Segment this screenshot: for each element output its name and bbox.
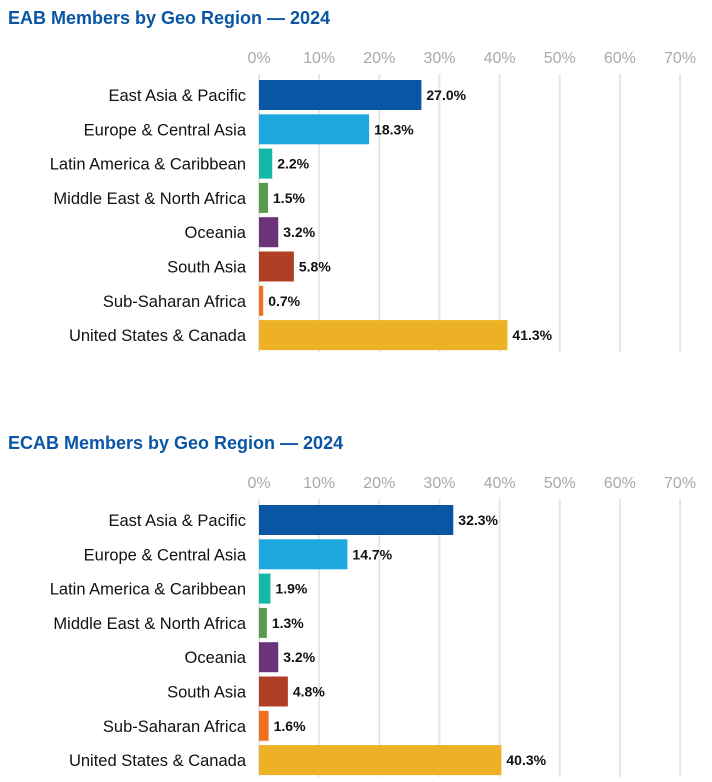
data-label: 14.7% [352, 546, 392, 562]
category-label: South Asia [167, 259, 247, 277]
bar [259, 607, 267, 638]
data-label: 1.9% [275, 581, 307, 597]
category-label: Oceania [185, 649, 247, 667]
data-label: 40.3% [506, 752, 546, 768]
bar [259, 320, 508, 351]
data-label: 1.3% [272, 615, 304, 631]
category-label: Sub-Saharan Africa [103, 293, 247, 311]
data-label: 41.3% [512, 327, 552, 343]
x-tick-label: 30% [423, 475, 455, 492]
data-label: 27.0% [426, 87, 466, 103]
data-label: 1.5% [273, 190, 305, 206]
data-label: 3.2% [283, 649, 315, 665]
x-tick-label: 40% [484, 475, 516, 492]
bar [259, 505, 454, 535]
chart-2: ECAB Members by Geo Region — 2024 0% 10% 20… [8, 433, 696, 777]
category-label: Europe & Central Asia [84, 546, 247, 564]
bar [259, 745, 502, 776]
data-label: 18.3% [374, 121, 414, 137]
bar [259, 148, 273, 179]
bar [259, 217, 279, 248]
data-label: 2.2% [277, 156, 309, 172]
category-label: Europe & Central Asia [84, 121, 247, 139]
x-tick-label: 60% [604, 50, 636, 67]
category-label: United States & Canada [69, 752, 247, 770]
category-label: Latin America & Caribbean [50, 156, 246, 174]
data-label: 5.8% [299, 259, 331, 275]
x-tick-label: 60% [604, 475, 636, 492]
x-tick-label: 50% [544, 50, 576, 67]
data-label: 4.8% [293, 684, 325, 700]
chart-1: EAB Members by Geo Region — 2024 0% 10% 20%… [8, 8, 696, 352]
data-label: 3.2% [283, 224, 315, 240]
data-label: 32.3% [458, 512, 498, 528]
bar [259, 114, 370, 145]
bar [259, 642, 279, 673]
category-label: Latin America & Caribbean [50, 581, 246, 599]
x-tick-label: 10% [303, 475, 335, 492]
category-label: South Asia [167, 684, 247, 702]
bar [259, 573, 271, 604]
category-label: East Asia & Pacific [108, 512, 246, 530]
x-tick-label: 50% [544, 475, 576, 492]
bar [259, 676, 288, 707]
bar [259, 710, 269, 741]
x-tick-label: 20% [363, 50, 395, 67]
x-tick-label: 70% [664, 475, 696, 492]
x-tick-label: 30% [423, 50, 455, 67]
x-tick-label: 0% [247, 475, 270, 492]
data-label: 1.6% [274, 718, 306, 734]
category-label: Oceania [185, 224, 247, 242]
x-tick-label: 0% [247, 50, 270, 67]
bar [259, 539, 348, 570]
x-tick-label: 20% [363, 475, 395, 492]
category-label: United States & Canada [69, 327, 247, 345]
category-label: Middle East & North Africa [53, 615, 246, 633]
bar [259, 80, 422, 110]
x-tick-label: 40% [484, 50, 516, 67]
bar [259, 182, 269, 213]
category-label: Middle East & North Africa [53, 190, 246, 208]
category-label: East Asia & Pacific [108, 87, 246, 105]
chart-title: EAB Members by Geo Region — 2024 [8, 8, 330, 28]
bar [259, 251, 294, 282]
category-label: Sub-Saharan Africa [103, 718, 247, 736]
bar [259, 285, 264, 316]
x-tick-label: 70% [664, 50, 696, 67]
chart-title: ECAB Members by Geo Region — 2024 [8, 433, 343, 453]
x-tick-label: 10% [303, 50, 335, 67]
data-label: 0.7% [268, 293, 300, 309]
